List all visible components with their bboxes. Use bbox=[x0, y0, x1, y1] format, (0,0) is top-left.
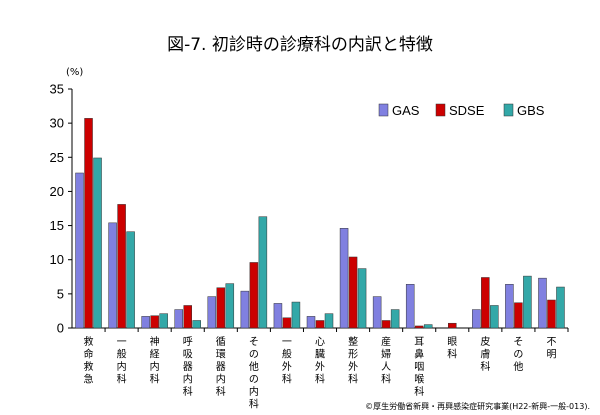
category-label: 眼科 bbox=[447, 336, 457, 361]
bar-gas bbox=[75, 172, 84, 329]
bar-sdse bbox=[84, 118, 93, 329]
category-label: 循環器内科 bbox=[216, 335, 226, 398]
bar-gas bbox=[108, 222, 117, 329]
bar-gbs bbox=[291, 301, 301, 329]
y-tick-label: 0 bbox=[57, 321, 64, 336]
bar-gas bbox=[505, 284, 514, 329]
legend-label-sdse: SDSE bbox=[449, 103, 485, 118]
category-label: 整形外科 bbox=[348, 335, 358, 386]
bar-gbs bbox=[192, 320, 201, 329]
bar-gas bbox=[405, 284, 415, 329]
category-label: その他 bbox=[513, 336, 523, 373]
bar-sdse bbox=[216, 287, 226, 329]
bar-sdse bbox=[514, 302, 523, 329]
bar-sdse bbox=[150, 315, 159, 329]
category-label: 呼吸器内科 bbox=[183, 336, 193, 398]
bar-sdse bbox=[414, 325, 424, 329]
bar-sdse bbox=[249, 262, 259, 329]
category-label: 不明 bbox=[546, 337, 556, 361]
legend: GAS SDSE GBS bbox=[378, 103, 545, 118]
category-label: 一般外科 bbox=[282, 337, 292, 386]
bars-group bbox=[75, 118, 565, 329]
bar-sdse bbox=[448, 322, 457, 329]
bar-gbs bbox=[159, 313, 168, 329]
bar-sdse bbox=[117, 204, 126, 329]
category-label: 皮膚科 bbox=[480, 335, 490, 373]
y-tick-label: 5 bbox=[57, 286, 64, 301]
category-label: 神経内科 bbox=[150, 335, 160, 386]
bar-gas bbox=[273, 303, 283, 329]
y-tick-label: 15 bbox=[50, 218, 64, 233]
plot-area bbox=[71, 89, 568, 329]
bar-gbs bbox=[93, 157, 102, 329]
bar-sdse bbox=[282, 317, 292, 329]
category-label: その他の内科 bbox=[249, 336, 259, 411]
bar-gbs bbox=[258, 216, 268, 329]
bar-gas bbox=[306, 316, 316, 329]
bar-gas bbox=[372, 296, 382, 329]
legend-swatch-gbs bbox=[503, 103, 514, 117]
bar-gas bbox=[339, 228, 349, 329]
y-tick-label: 30 bbox=[50, 116, 64, 131]
y-tick-label: 35 bbox=[50, 82, 64, 97]
bar-gas bbox=[174, 309, 183, 329]
bar-gas bbox=[538, 277, 547, 329]
bar-gbs bbox=[225, 283, 235, 329]
bar-sdse bbox=[183, 305, 192, 329]
bar-gbs bbox=[523, 275, 532, 329]
bar-sdse bbox=[481, 277, 490, 329]
legend-swatch-sdse bbox=[435, 103, 446, 117]
bar-gbs bbox=[357, 268, 367, 329]
y-axis-unit-label: (%) bbox=[66, 67, 83, 78]
bar-gas bbox=[141, 316, 150, 329]
bar-gbs bbox=[126, 231, 135, 329]
legend-swatch-gas bbox=[378, 103, 389, 117]
bar-sdse bbox=[547, 299, 556, 329]
x-axis-category-labels: 救命救急 一般内科 神経内科 呼吸器内科 循環器内科 その他の内科 一般外科 心臓外科 整形外科… bbox=[84, 328, 569, 411]
bar-gas bbox=[240, 290, 250, 329]
bar-gbs bbox=[490, 305, 499, 329]
bar-gas bbox=[472, 309, 481, 329]
y-axis-ticks: 0 5 10 15 20 25 30 35 bbox=[50, 82, 72, 336]
legend-label-gas: GAS bbox=[392, 103, 420, 118]
category-label: 一般内科 bbox=[117, 337, 127, 386]
category-label: 心臓外科 bbox=[315, 336, 325, 386]
y-tick-label: 20 bbox=[50, 184, 64, 199]
bar-gas bbox=[207, 296, 217, 329]
bar-gbs bbox=[390, 309, 400, 329]
bar-sdse bbox=[315, 320, 325, 329]
category-label: 救命救急 bbox=[84, 335, 94, 386]
bar-gbs bbox=[556, 286, 565, 329]
legend-label-gbs: GBS bbox=[517, 103, 545, 118]
bar-sdse bbox=[381, 320, 391, 329]
bar-sdse bbox=[348, 256, 358, 329]
bar-gbs bbox=[423, 324, 433, 329]
y-tick-label: 10 bbox=[50, 252, 64, 267]
y-tick-label: 25 bbox=[50, 150, 64, 165]
category-label: 産婦人科 bbox=[381, 335, 391, 386]
category-label: 耳鼻咽喉科 bbox=[414, 336, 424, 398]
bar-gbs bbox=[324, 313, 334, 329]
chart-title: 図-7. 初診時の診療科の内訳と特徴 bbox=[167, 35, 433, 55]
footer-credit: ©厚生労働省新興・再興感染症研究事業(H22-新興-一般-013). bbox=[365, 401, 590, 411]
